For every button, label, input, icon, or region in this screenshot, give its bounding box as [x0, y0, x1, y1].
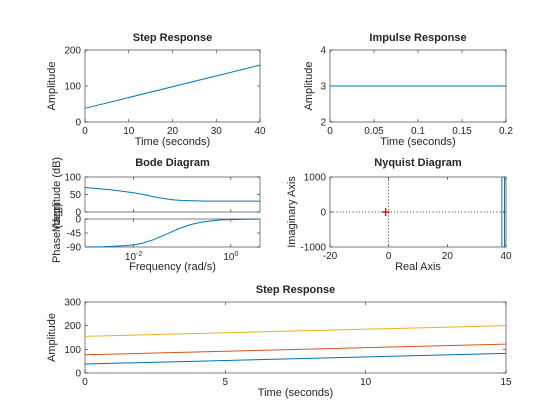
step2-ytick-label: 200 — [64, 321, 81, 332]
step1-series-line — [84, 64, 261, 109]
step1-ytick-label: 200 — [64, 46, 81, 57]
bode_mag-ytick-label: 0 — [75, 208, 81, 219]
bode_phase-ytick-label: -45 — [67, 229, 82, 240]
impulse-xtick-label: 0 — [327, 126, 333, 137]
step2-xtick-label: 0 — [82, 377, 88, 388]
impulse-axes: 0 0.05 0.1 0.15 0.2 2 3 4 Impulse Response Time (… — [303, 32, 513, 148]
nyquist-xtick-label: 40 — [500, 251, 512, 262]
step1-title: Step Response — [133, 32, 212, 44]
step2-ytick-label: 300 — [64, 298, 81, 309]
bode_mag-series-line — [84, 187, 260, 202]
impulse-xlabel: Time (seconds) — [380, 136, 455, 148]
step2-series-line — [84, 343, 507, 356]
impulse-xtick-label: 0.2 — [499, 126, 513, 137]
bode_mag-frame — [84, 176, 261, 213]
bode_phase-ytick-label: -90 — [67, 243, 82, 254]
impulse-xtick-label: 0.1 — [411, 126, 425, 137]
step2-frame — [84, 301, 507, 374]
nyquist-ylabel: Imaginary Axis — [286, 176, 298, 248]
bode_phase-xlabel: Frequency (rad/s) — [129, 261, 216, 273]
bode_phase-xtick-label: 100 — [223, 251, 238, 263]
step2-xtick-label: 10 — [360, 377, 372, 388]
step2-series-line — [84, 352, 507, 365]
nyquist-xtick-label: 0 — [386, 251, 392, 262]
bode_phase-ylabel: Phase (deg) — [51, 203, 63, 263]
impulse-ytick-label: 2 — [320, 118, 326, 129]
step2-ytick-label: 0 — [75, 369, 81, 380]
impulse-xtick-label: 0.05 — [364, 126, 384, 137]
step1-axes: 0 10 20 30 40 0 100 200 Step Response Time (secon… — [46, 32, 266, 148]
step2-xlabel: Time (seconds) — [258, 387, 333, 399]
bode_mag-axes: 0 50 100 Bode Diagram Magnitude (dB) — [51, 157, 261, 232]
step1-xtick-label: 20 — [167, 126, 179, 137]
bode_mag-ytick-label: 50 — [70, 190, 82, 201]
nyquist-xtick-label: -20 — [323, 251, 338, 262]
step1-xlabel: Time (seconds) — [135, 136, 210, 148]
bode_phase-frame — [84, 218, 261, 248]
nyquist-title: Nyquist Diagram — [374, 157, 462, 169]
step2-ytick-label: 100 — [64, 345, 81, 356]
step1-ytick-label: 0 — [75, 118, 81, 129]
bode_phase-xtick-label: 10-2 — [125, 251, 142, 263]
nyquist-axes: -20 0 20 40 -1000 0 1000 Nyquist Diagram Real Ax… — [286, 157, 512, 273]
impulse-ytick-label: 3 — [320, 82, 326, 93]
step1-xtick-label: 10 — [123, 126, 135, 137]
nyquist-ytick-label: 0 — [320, 208, 326, 219]
impulse-title: Impulse Response — [369, 32, 466, 44]
bode_mag-ytick-label: 100 — [64, 173, 81, 184]
bode_phase-series-line — [84, 218, 261, 248]
nyquist-xlabel: Real Axis — [395, 261, 441, 273]
bode_phase-ytick-label: 0 — [75, 215, 81, 226]
impulse-ytick-label: 4 — [320, 46, 326, 57]
step2-ylabel: Amplitude — [46, 313, 58, 362]
nyquist-ytick-label: -1000 — [300, 243, 326, 254]
impulse-xtick-label: 0.15 — [452, 126, 472, 137]
step1-ylabel: Amplitude — [46, 62, 58, 111]
step1-xtick-label: 30 — [211, 126, 223, 137]
step2-xtick-label: 15 — [500, 377, 512, 388]
step2-title: Step Response — [256, 284, 335, 296]
step2-xtick-label: 5 — [223, 377, 229, 388]
bode_mag-title: Bode Diagram — [135, 157, 210, 169]
step1-frame — [84, 49, 261, 123]
step2-axes: 0 5 10 15 0 100 200 300 Step Response Time (secon… — [46, 284, 512, 399]
step2-series-line — [84, 325, 507, 337]
bode_phase-axes: 10-2 100 -90 -45 0 Frequency (rad/s) Phase (de… — [51, 203, 261, 273]
critical-point-marker — [381, 208, 390, 216]
nyquist-xtick-label: 20 — [442, 251, 454, 262]
step1-xtick-label: 40 — [254, 126, 266, 137]
nyquist-ytick-label: 1000 — [304, 173, 327, 184]
bode_mag-ylabel: Magnitude (dB) — [51, 157, 63, 232]
step1-ytick-label: 100 — [64, 82, 81, 93]
step1-xtick-label: 0 — [82, 126, 88, 137]
impulse-ylabel: Amplitude — [303, 62, 315, 111]
